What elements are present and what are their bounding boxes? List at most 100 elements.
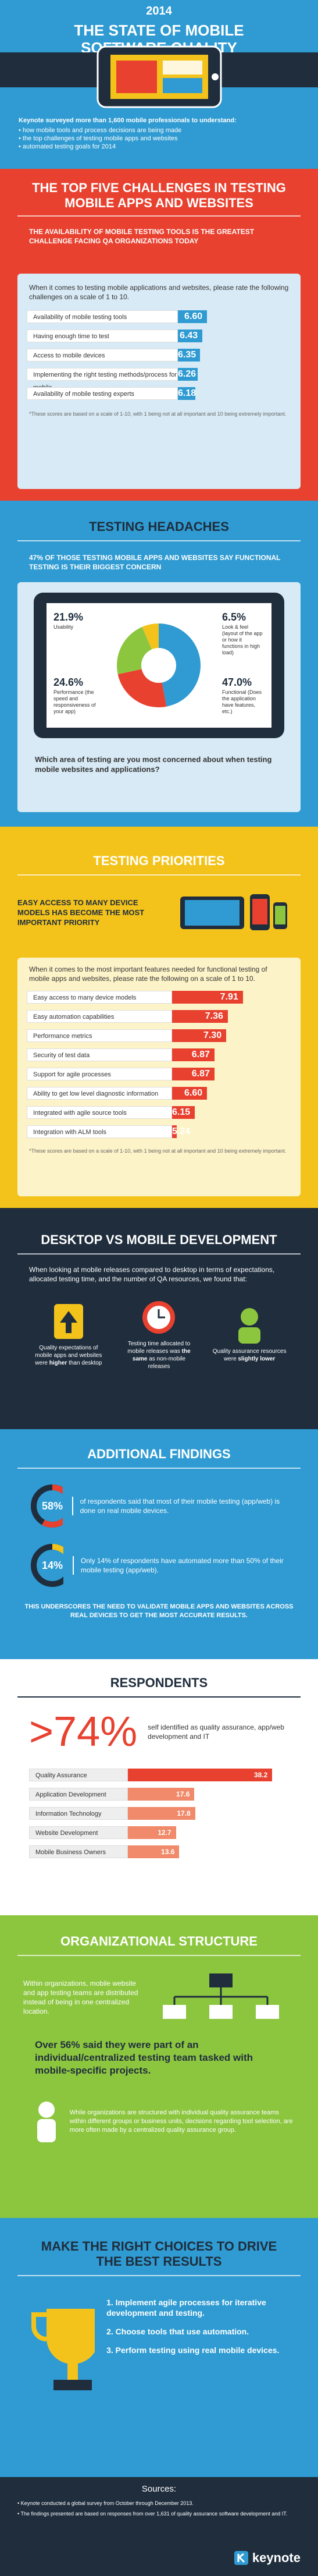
desktop-mobile-intro: When looking at mobile releases compared…: [29, 1266, 275, 1283]
keynote-logo-icon: [234, 2551, 248, 2565]
intro-bullet: automated testing goals for 2014: [19, 143, 298, 151]
bar-label: Application Development: [29, 1788, 128, 1801]
bar-value: 6.87: [172, 1048, 215, 1061]
intro-bullet: how mobile tools and process decisions a…: [19, 126, 298, 134]
bar-value: 6.87: [172, 1068, 215, 1080]
bar-row: Availability of mobile testing tools 6.60: [27, 309, 291, 324]
quality-up-icon: [53, 1303, 83, 1339]
headaches-chart: 21.9%Usability 6.5%Look & feel(layout of …: [34, 593, 284, 738]
bar-value: 17.8: [128, 1807, 195, 1820]
bar-label: Information Technology: [29, 1807, 128, 1820]
choices-title: MAKE THE RIGHT CHOICES TO DRIVE THE BEST…: [41, 2239, 277, 2269]
header-section: 2014 THE STATE OF MOBILE SOFTWARE QUALIT…: [0, 0, 318, 169]
bar-label: Availability of mobile testing experts: [27, 387, 178, 400]
pie-category-label: have features,: [222, 702, 255, 708]
headaches-question: Which area of testing are you most conce…: [35, 755, 272, 774]
priorities-section: TESTING PRIORITIES EASY ACCESS TO MANY D…: [0, 827, 318, 1208]
org-section: ORGANIZATIONAL STRUCTURE Within organiza…: [0, 1915, 318, 2218]
finding-text-58: of respondents said that most of their m…: [72, 1497, 289, 1515]
priorities-note: *These scores are based on a scale of 1-…: [29, 1148, 287, 1154]
bar-row: Availability of mobile testing experts 6.…: [27, 386, 291, 401]
bar-value: 12.7: [128, 1826, 176, 1839]
pie-category-label: responsiveness of: [53, 702, 96, 708]
bar-row: Quality Assurance 38.2: [29, 1767, 289, 1783]
bar-label: Easy automation capabilities: [27, 1010, 172, 1023]
bar-value: 5.24: [172, 1125, 190, 1138]
bar-row: Security of test data 6.87: [27, 1047, 291, 1062]
bar-label: Integration with ALM tools: [27, 1125, 172, 1138]
intro-bullet: the top challenges of testing mobile app…: [19, 134, 298, 143]
bar-value: 6.18: [178, 387, 196, 400]
year-label: 2014: [146, 5, 172, 17]
pie-slice: [159, 623, 201, 707]
bar-row: Support for agile processes 6.87: [27, 1066, 291, 1082]
bar-label: Support for agile processes: [27, 1068, 172, 1080]
pie-category-label: Look & feel: [222, 624, 248, 630]
findings-donut-14: 14%: [31, 1544, 63, 1587]
org-title: ORGANIZATIONAL STRUCTURE: [60, 1934, 258, 1948]
source-item: The findings presented are based on resp…: [17, 2510, 301, 2517]
org-text-1: Within organizations, mobile website and…: [23, 1979, 138, 2015]
pie-value-label: 47.0%: [222, 676, 252, 688]
bar-row: Access to mobile devices 6.35: [27, 348, 291, 363]
bar-value: 6.60: [172, 1087, 208, 1100]
pie-category-label: etc.): [222, 708, 233, 714]
bar-label: Implementing the right testing methods/p…: [27, 368, 178, 391]
svg-text:58%: 58%: [42, 1500, 63, 1512]
pie-category-label: or how it: [222, 637, 242, 643]
clock-icon: [142, 1301, 176, 1334]
intro-box: Keynote surveyed more than 1,600 mobile …: [19, 116, 298, 151]
choices-section: MAKE THE RIGHT CHOICES TO DRIVE THE BEST…: [0, 2218, 318, 2477]
desktop-mobile-title: DESKTOP VS MOBILE DEVELOPMENT: [41, 1232, 277, 1247]
qa-resources-text: Quality assurance resources were slightl…: [212, 1348, 287, 1362]
bar-value: 6.15: [172, 1106, 195, 1119]
challenges-card: When it comes to testing mobile applicat…: [17, 274, 301, 489]
priorities-title: TESTING PRIORITIES: [93, 853, 225, 868]
challenges-title: THE TOP FIVE CHALLENGES IN TESTING MOBIL…: [32, 180, 286, 210]
keynote-brand: keynote: [252, 2550, 301, 2565]
pie-value-label: 21.9%: [53, 611, 83, 623]
bar-label: Integrated with agile source tools: [27, 1106, 172, 1119]
pie-category-label: the application: [222, 696, 256, 701]
bar-value: 6.43: [178, 329, 203, 342]
bar-row: Performance metrics 7.30: [27, 1028, 291, 1043]
sources-title: Sources:: [141, 2484, 177, 2494]
devices-illustration: [180, 894, 287, 930]
bar-row: Easy access to many device models 7.91: [27, 990, 291, 1005]
bar-row: Mobile Business Owners 13.6: [29, 1844, 289, 1859]
bar-value: 17.6: [128, 1788, 195, 1801]
bar-row: Integrated with agile source tools 6.15: [27, 1105, 291, 1120]
pie-category-label: functions in high: [222, 643, 260, 649]
org-highlight: Over 56% said they were part of an indiv…: [35, 2039, 253, 2076]
source-item: Keynote conducted a global survey from O…: [17, 2500, 301, 2507]
bar-row: Having enough time to test 6.43: [27, 328, 291, 343]
phone-illustration: [97, 45, 222, 108]
choice-item: 3. Perform testing using real mobile dev…: [106, 2345, 280, 2355]
headaches-card: 21.9% Usability 6.5% Look & feel (layout of …: [17, 582, 301, 812]
respondents-big-text: self identified as quality assurance, ap…: [148, 1723, 284, 1741]
choice-item: 1. Implement agile processes for iterati…: [106, 2298, 266, 2318]
bar-row: Information Technology 17.8: [29, 1806, 289, 1821]
bar-value: 6.26: [178, 368, 198, 381]
bar-label: Availability of mobile testing tools: [27, 310, 178, 323]
pie-category-label: load): [222, 650, 234, 655]
pie-category-label: Functional (Does: [222, 689, 262, 695]
svg-text:14%: 14%: [42, 1560, 63, 1571]
bar-label: Having enough time to test: [27, 329, 178, 342]
pie-category-label: your app): [53, 708, 76, 714]
respondents-bar-chart: Quality Assurance 38.2 Application Develop…: [29, 1767, 289, 1859]
trophy-icon: [31, 2309, 95, 2390]
priorities-bar-chart: Easy access to many device models 7.91 Eas…: [17, 990, 301, 1139]
quality-item: Quality expectations of mobile apps and …: [31, 1301, 106, 1367]
bar-label: Access to mobile devices: [27, 349, 178, 362]
bar-label: Quality Assurance: [29, 1769, 128, 1781]
bar-row: Implementing the right testing methods/p…: [27, 367, 291, 391]
priorities-card: When it comes to the most important feat…: [17, 958, 301, 1196]
bar-row: Integration with ALM tools 5.24: [27, 1124, 291, 1139]
headaches-title: TESTING HEADACHES: [89, 519, 229, 534]
bar-row: Ability to get low level diagnostic info…: [27, 1086, 291, 1101]
findings-footer: THIS UNDERSCORES THE NEED TO VALIDATE MO…: [24, 1603, 294, 1619]
bar-value: 6.35: [178, 349, 201, 362]
findings-section: ADDITIONAL FINDINGS 58% of respondents s…: [0, 1429, 318, 1659]
intro-bold: Keynote surveyed more than 1,600 mobile …: [19, 117, 237, 124]
